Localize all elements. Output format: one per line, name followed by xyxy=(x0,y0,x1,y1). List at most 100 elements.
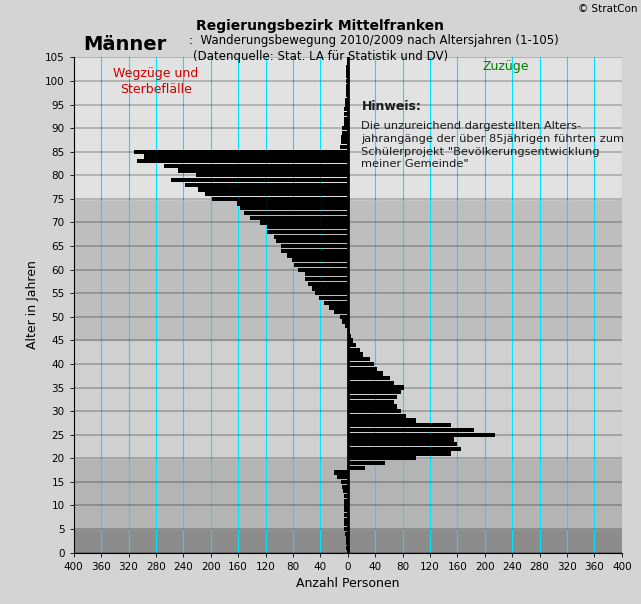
Bar xyxy=(137,159,347,163)
Bar xyxy=(199,187,347,191)
Bar xyxy=(344,527,347,531)
Bar xyxy=(171,178,347,182)
Bar xyxy=(347,385,404,390)
Bar xyxy=(347,395,397,399)
Bar xyxy=(324,301,347,305)
Bar xyxy=(347,381,394,385)
Bar xyxy=(267,225,347,230)
Text: Die unzureichend dargestellten Alters-
jahrangänge der über 85jährigen führten z: Die unzureichend dargestellten Alters- j… xyxy=(362,121,624,170)
Bar xyxy=(237,202,347,206)
Bar xyxy=(292,258,347,262)
Bar xyxy=(212,197,347,201)
Bar xyxy=(344,499,347,503)
Bar xyxy=(347,461,385,465)
Bar xyxy=(347,419,416,423)
Bar xyxy=(347,428,474,432)
Bar xyxy=(74,57,622,199)
Bar xyxy=(345,98,347,102)
Bar xyxy=(251,216,347,220)
X-axis label: Anzahl Personen: Anzahl Personen xyxy=(296,577,399,590)
Bar xyxy=(347,352,363,357)
Bar xyxy=(342,130,347,135)
Bar xyxy=(294,263,347,267)
Bar xyxy=(346,79,347,83)
Bar xyxy=(312,286,347,291)
Bar xyxy=(347,329,351,333)
Bar xyxy=(342,126,347,130)
Y-axis label: Alter in Jahren: Alter in Jahren xyxy=(26,260,39,350)
Bar xyxy=(341,480,347,484)
Bar xyxy=(319,296,347,300)
Bar xyxy=(196,173,347,178)
Bar xyxy=(74,529,622,553)
Bar xyxy=(344,518,347,522)
Bar xyxy=(346,69,347,74)
Bar xyxy=(281,244,347,248)
Bar xyxy=(304,272,347,277)
Bar xyxy=(205,192,347,196)
Bar xyxy=(144,154,347,159)
Bar xyxy=(345,324,347,329)
Bar xyxy=(287,253,347,258)
Bar xyxy=(299,268,347,272)
Bar xyxy=(347,404,397,408)
Bar xyxy=(347,348,360,352)
Bar xyxy=(347,466,365,470)
Bar xyxy=(334,310,347,314)
Bar xyxy=(276,239,347,243)
Text: Männer: Männer xyxy=(83,35,167,54)
Bar xyxy=(178,169,347,173)
Text: Zuzüge: Zuzüge xyxy=(482,60,529,72)
Bar xyxy=(347,362,374,366)
Bar xyxy=(267,230,347,234)
Bar xyxy=(185,182,347,187)
Bar xyxy=(345,536,347,541)
Bar xyxy=(346,546,347,550)
Bar xyxy=(329,305,347,309)
Bar xyxy=(347,423,451,428)
Bar xyxy=(240,206,347,210)
Text: Hinweis:: Hinweis: xyxy=(362,100,421,113)
Bar xyxy=(347,442,457,446)
Bar xyxy=(344,508,347,512)
Bar xyxy=(74,199,622,341)
Bar xyxy=(244,211,347,215)
Bar xyxy=(347,333,351,338)
Bar xyxy=(74,341,622,458)
Bar xyxy=(344,522,347,527)
Bar xyxy=(343,489,347,493)
Text: © StratCon: © StratCon xyxy=(578,4,638,14)
Text: Wegzüge und
Sterbeflälle: Wegzüge und Sterbeflälle xyxy=(113,67,199,96)
Bar xyxy=(347,456,416,460)
Bar xyxy=(340,145,347,149)
Text: :  Wanderungsbewegung 2010/2009 nach Altersjahren (1-105): : Wanderungsbewegung 2010/2009 nach Alte… xyxy=(189,34,559,47)
Bar xyxy=(347,390,401,394)
Bar xyxy=(315,291,347,295)
Bar xyxy=(346,541,347,545)
Bar xyxy=(347,432,495,437)
Bar xyxy=(347,367,376,371)
Bar xyxy=(345,88,347,92)
Bar xyxy=(347,338,353,342)
Bar xyxy=(345,83,347,88)
Bar xyxy=(274,234,347,239)
Bar xyxy=(347,447,461,451)
Bar xyxy=(340,315,347,319)
Bar xyxy=(347,409,401,413)
Bar xyxy=(342,320,347,324)
Bar xyxy=(344,513,347,517)
Text: (Datenquelle: Stat. LA für Statistik und DV): (Datenquelle: Stat. LA für Statistik und… xyxy=(193,50,448,63)
Bar xyxy=(74,458,622,529)
Bar xyxy=(347,376,390,381)
Bar xyxy=(164,164,347,168)
Bar xyxy=(347,400,394,404)
Bar xyxy=(347,371,383,376)
Bar xyxy=(346,65,347,69)
Bar xyxy=(308,281,347,286)
Bar xyxy=(344,503,347,507)
Bar xyxy=(344,107,347,111)
Bar xyxy=(337,475,347,480)
Bar xyxy=(346,74,347,79)
Bar xyxy=(342,484,347,489)
Bar xyxy=(334,471,347,475)
